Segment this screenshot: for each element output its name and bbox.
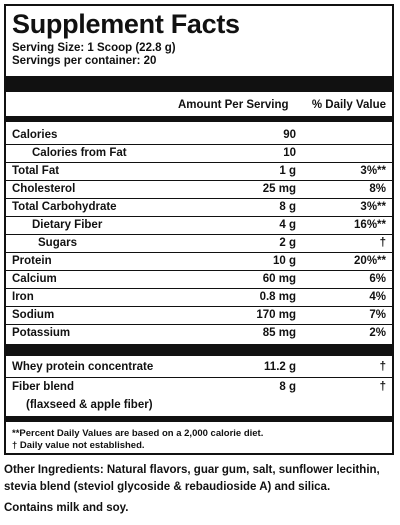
blend-row: Whey protein concentrate 11.2 g † <box>6 358 392 376</box>
nutrient-row: Total Fat 1 g 3%** <box>6 162 392 180</box>
other-ingredients: Other Ingredients: Natural flavors, guar… <box>4 464 380 493</box>
nutrient-row: Calcium 60 mg 6% <box>6 270 392 288</box>
nutrient-row: Potassium 85 mg 2% <box>6 324 392 342</box>
panel-title: Supplement Facts <box>12 9 240 39</box>
blend-sub-name: (flaxseed & apple fiber) <box>26 399 153 411</box>
nutrient-row: Sugars 2 g † <box>6 234 392 252</box>
nutrient-name: Sodium <box>12 309 55 321</box>
blend-dv: † <box>379 361 386 373</box>
nutrient-amount: 1 g <box>279 165 296 177</box>
nutrient-amount: 90 <box>283 129 296 141</box>
nutrient-amount: 25 mg <box>262 183 296 195</box>
nutrient-name: Cholesterol <box>12 183 76 195</box>
nutrient-amount: 4 g <box>279 219 296 231</box>
nutrient-dv: 16%** <box>354 219 386 231</box>
thick-divider <box>6 76 392 92</box>
nutrient-amount: 2 g <box>279 237 296 249</box>
nutrient-amount: 85 mg <box>262 327 296 339</box>
serving-size: Serving Size: 1 Scoop (22.8 g) <box>12 42 176 54</box>
nutrient-row: Sodium 170 mg 7% <box>6 306 392 324</box>
nutrient-name: Iron <box>12 291 34 303</box>
medium-divider <box>6 344 392 356</box>
nutrient-amount: 170 mg <box>256 309 296 321</box>
nutrient-name: Calories from Fat <box>32 147 127 159</box>
nutrient-name: Dietary Fiber <box>32 219 103 231</box>
medium-divider <box>6 416 392 422</box>
nutrient-row: Calories from Fat 10 <box>6 144 392 162</box>
blend-name: Fiber blend <box>12 381 74 393</box>
nutrient-amount: 10 g <box>272 255 296 267</box>
nutrient-dv: † <box>379 237 386 249</box>
nutrient-amount: 60 mg <box>262 273 296 285</box>
nutrient-name: Potassium <box>12 327 71 339</box>
blend-name: Whey protein concentrate <box>12 361 154 373</box>
nutrient-name: Total Fat <box>12 165 60 177</box>
amount-per-serving-header: Amount Per Serving <box>178 99 289 111</box>
supplement-facts-panel: Supplement Facts Serving Size: 1 Scoop (… <box>4 4 394 455</box>
nutrient-name: Total Carbohydrate <box>12 201 117 213</box>
nutrient-name: Calcium <box>12 273 57 285</box>
nutrient-dv: 2% <box>369 327 386 339</box>
footnote-daily-values: **Percent Daily Values are based on a 2,… <box>12 428 264 439</box>
blend-row: Fiber blend (flaxseed & apple fiber) 8 g… <box>6 378 392 414</box>
allergen-statement: Contains milk and soy. <box>4 502 129 514</box>
nutrient-dv: 7% <box>369 309 386 321</box>
blend-amount: 8 g <box>279 381 296 393</box>
nutrient-name: Calories <box>12 129 58 141</box>
nutrient-name: Sugars <box>38 237 77 249</box>
nutrient-dv: 3%** <box>360 201 386 213</box>
nutrient-row: Iron 0.8 mg 4% <box>6 288 392 306</box>
nutrient-dv: 4% <box>369 291 386 303</box>
nutrient-dv: 8% <box>369 183 386 195</box>
medium-divider <box>6 116 392 122</box>
blend-amount: 11.2 g <box>264 361 296 373</box>
nutrient-amount: 0.8 mg <box>259 291 296 303</box>
nutrient-row: Protein 10 g 20%** <box>6 252 392 270</box>
nutrient-dv: 3%** <box>360 165 386 177</box>
nutrient-row: Dietary Fiber 4 g 16%** <box>6 216 392 234</box>
nutrient-amount: 10 <box>283 147 296 159</box>
blend-dv: † <box>379 381 386 393</box>
nutrient-row: Cholesterol 25 mg 8% <box>6 180 392 198</box>
servings-per-container: Servings per container: 20 <box>12 55 157 67</box>
daily-value-header: % Daily Value <box>311 99 386 111</box>
nutrient-row: Total Carbohydrate 8 g 3%** <box>6 198 392 216</box>
nutrient-amount: 8 g <box>279 201 296 213</box>
nutrient-name: Protein <box>12 255 52 267</box>
nutrient-dv: 20%** <box>354 255 386 267</box>
footnote-not-established: † Daily value not established. <box>12 440 145 451</box>
nutrient-row: Calories 90 <box>6 126 392 144</box>
nutrient-dv: 6% <box>369 273 386 285</box>
